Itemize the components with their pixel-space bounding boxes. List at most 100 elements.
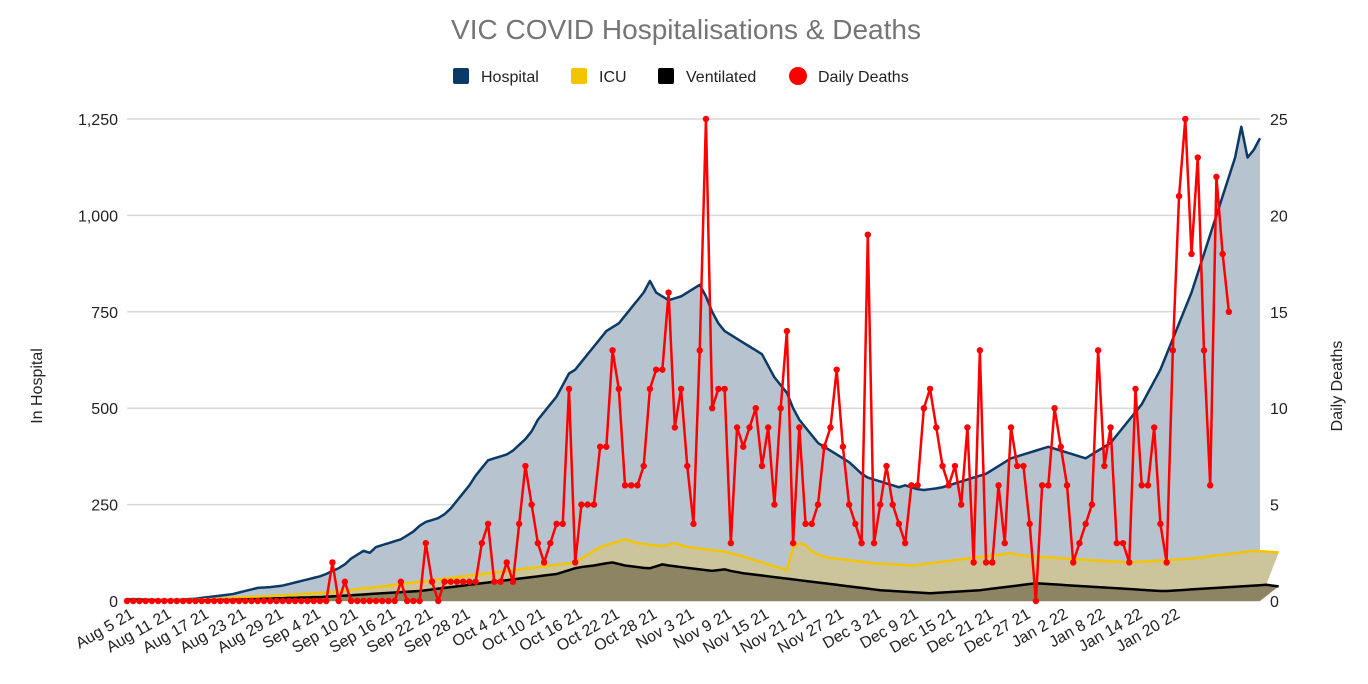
- daily-deaths-point: [204, 597, 212, 605]
- daily-deaths-point: [1200, 347, 1208, 354]
- daily-deaths-point: [982, 559, 990, 566]
- daily-deaths-point: [130, 597, 137, 605]
- daily-deaths-point: [596, 443, 604, 450]
- daily-deaths-point: [740, 443, 747, 450]
- daily-deaths-point: [453, 578, 461, 585]
- daily-deaths-point: [976, 347, 984, 354]
- daily-deaths-point: [522, 462, 529, 470]
- daily-deaths-point: [652, 366, 660, 373]
- daily-deaths-point: [1082, 520, 1089, 528]
- right-tick-label: 5: [1270, 498, 1279, 515]
- daily-deaths-point: [957, 501, 965, 508]
- hospital-legend-label: Hospital: [481, 69, 539, 86]
- daily-deaths-point: [491, 578, 498, 585]
- daily-deaths-point: [590, 501, 598, 508]
- daily-deaths-point: [1225, 308, 1233, 315]
- daily-deaths-point: [771, 501, 778, 508]
- daily-deaths-point: [559, 520, 566, 528]
- daily-deaths-point: [802, 520, 809, 528]
- daily-deaths-point: [578, 501, 585, 508]
- right-axis: 0 5 10 15 20 25: [1270, 112, 1288, 611]
- daily-deaths-point: [503, 559, 510, 566]
- daily-deaths-point: [422, 539, 430, 547]
- daily-deaths-point: [796, 424, 803, 431]
- daily-deaths-point: [1076, 539, 1083, 547]
- daily-deaths-point: [621, 482, 629, 489]
- daily-deaths-point: [285, 597, 293, 605]
- daily-deaths-point: [192, 597, 199, 605]
- left-tick-label: 1,250: [78, 112, 118, 129]
- icu-line: [127, 538, 1279, 602]
- daily-deaths-point: [1001, 539, 1008, 547]
- daily-deaths-point: [1045, 482, 1052, 489]
- daily-deaths-point: [466, 578, 473, 585]
- daily-deaths-point: [385, 597, 392, 605]
- daily-deaths-point: [173, 597, 180, 605]
- daily-deaths-point: [217, 597, 224, 605]
- daily-deaths-point: [746, 424, 753, 431]
- daily-deaths-point: [758, 462, 766, 470]
- daily-deaths-point: [733, 424, 741, 431]
- daily-deaths-point: [1088, 501, 1096, 508]
- daily-deaths-point: [684, 462, 691, 470]
- daily-deaths-point: [123, 597, 131, 605]
- daily-deaths-point: [323, 597, 330, 605]
- daily-deaths-point: [939, 462, 946, 470]
- daily-deaths-point: [1182, 115, 1189, 123]
- right-tick-label: 10: [1270, 401, 1288, 418]
- daily-deaths-point: [553, 520, 560, 528]
- daily-deaths-point: [528, 501, 535, 508]
- daily-deaths-point: [1063, 482, 1071, 489]
- hospital-area: [127, 126, 1260, 602]
- daily-deaths-point: [752, 405, 759, 412]
- daily-deaths-point: [895, 520, 903, 528]
- daily-deaths-point: [304, 597, 311, 605]
- daily-deaths-point: [808, 520, 815, 528]
- daily-deaths-point: [821, 443, 828, 450]
- daily-deaths-point: [727, 539, 735, 547]
- daily-deaths-point: [1119, 539, 1127, 547]
- right-tick-label: 20: [1270, 208, 1288, 225]
- left-tick-label: 500: [91, 401, 118, 418]
- daily-deaths-point: [291, 597, 299, 605]
- daily-deaths-point: [933, 424, 940, 431]
- daily-deaths-point: [920, 405, 928, 412]
- ventilated-legend-label: Ventilated: [686, 69, 756, 86]
- daily-deaths-point: [1144, 482, 1152, 489]
- chart-title: VIC COVID Hospitalisations & Deaths: [451, 14, 921, 45]
- daily-deaths-point: [1157, 520, 1164, 528]
- daily-deaths-point: [198, 597, 205, 605]
- daily-deaths-point: [609, 347, 616, 354]
- daily-deaths-point: [858, 539, 865, 547]
- daily-deaths-point: [870, 539, 878, 547]
- daily-deaths-point: [584, 501, 591, 508]
- daily-deaths-point: [223, 597, 230, 605]
- daily-deaths-point: [765, 424, 772, 431]
- daily-deaths-point: [534, 539, 542, 547]
- daily-deaths-point: [497, 578, 504, 585]
- daily-deaths-point: [951, 462, 959, 470]
- right-tick-label: 15: [1270, 305, 1288, 322]
- daily-deaths-point: [814, 501, 822, 508]
- daily-deaths-point: [1194, 154, 1201, 161]
- daily-deaths-point: [827, 424, 834, 431]
- left-axis-title: In Hospital: [29, 348, 46, 424]
- daily-deaths-point: [603, 443, 610, 450]
- icu-legend-marker: [571, 68, 587, 84]
- left-tick-label: 250: [91, 498, 118, 515]
- right-tick-label: 25: [1270, 112, 1288, 129]
- daily-deaths-point: [989, 559, 996, 566]
- daily-deaths-point: [515, 520, 523, 528]
- daily-deaths-point: [478, 539, 486, 547]
- daily-deaths-point: [354, 597, 361, 605]
- daily-deaths-point: [540, 559, 548, 566]
- daily-deaths-point: [628, 482, 635, 489]
- daily-deaths-point: [696, 347, 703, 354]
- daily-deaths-point: [347, 597, 355, 605]
- daily-deaths-point: [441, 578, 448, 585]
- daily-deaths-point: [1051, 405, 1058, 412]
- daily-deaths-point: [335, 597, 342, 605]
- series-daily-deaths: [123, 115, 1233, 605]
